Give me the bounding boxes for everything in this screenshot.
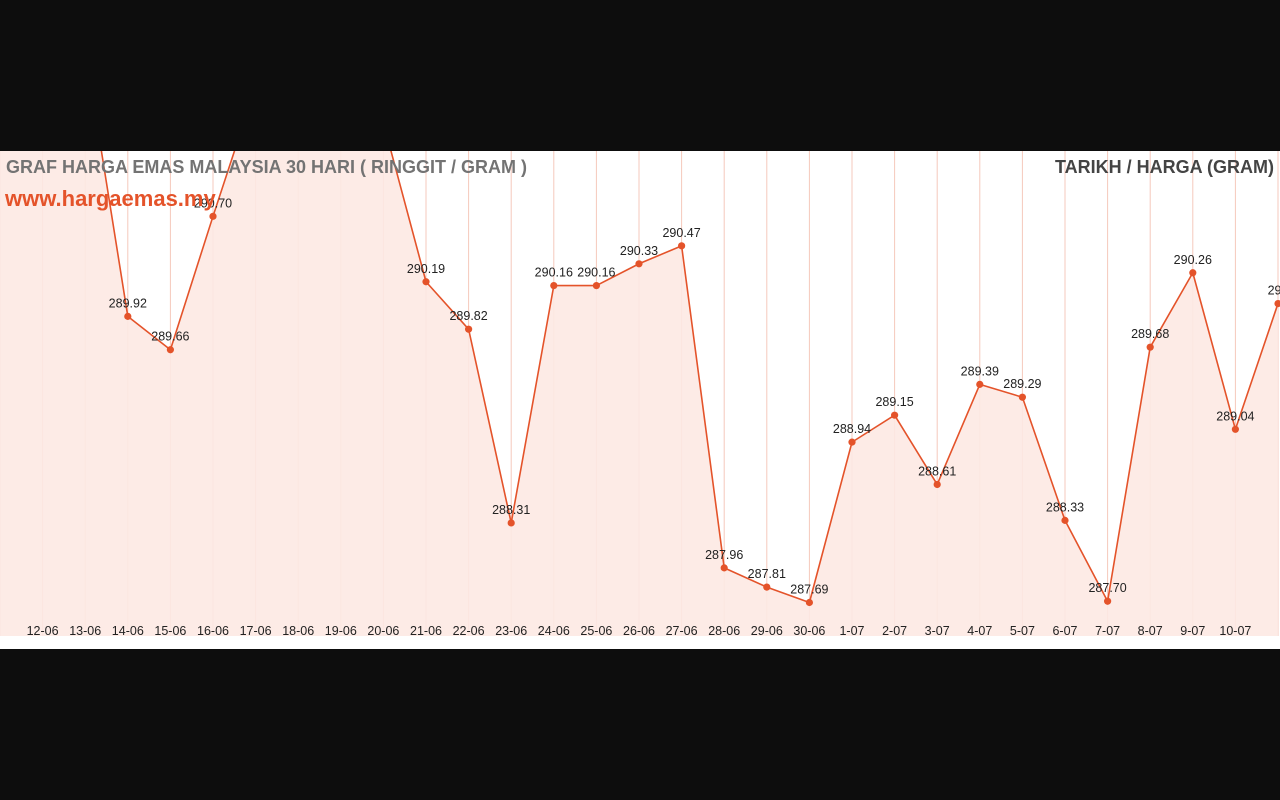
data-label: 290.19	[407, 262, 445, 276]
x-tick-label: 12-06	[27, 624, 59, 638]
x-tick-label: 21-06	[410, 624, 442, 638]
data-label: 290.70	[194, 196, 232, 210]
data-point	[422, 278, 430, 286]
data-point	[976, 380, 984, 388]
data-label: 290.26	[1174, 253, 1212, 267]
x-tick-label: 14-06	[112, 624, 144, 638]
data-point	[805, 598, 814, 607]
data-label: 289.66	[151, 330, 189, 344]
data-point	[592, 281, 601, 290]
data-point	[1018, 393, 1026, 401]
data-point	[1274, 299, 1280, 308]
x-tick-label: 16-06	[197, 624, 229, 638]
data-label: 287.81	[748, 567, 786, 581]
x-tick-label: 25-06	[580, 624, 612, 638]
data-point	[550, 281, 558, 290]
x-tick-label: 29-06	[751, 624, 783, 638]
area-fill	[0, 151, 1278, 636]
x-tick-label: 9-07	[1180, 624, 1205, 638]
data-label: 289.68	[1131, 327, 1169, 341]
data-label: 290.16	[577, 266, 615, 280]
data-point	[209, 212, 217, 220]
data-label: 289.82	[449, 309, 487, 323]
x-tick-label: 20-06	[367, 624, 399, 638]
data-point	[891, 411, 899, 419]
data-point	[1104, 597, 1112, 605]
x-tick-label: 30-06	[793, 624, 825, 638]
data-label: 288.94	[833, 422, 871, 436]
data-point	[465, 325, 473, 333]
data-label: 290.33	[620, 244, 658, 258]
data-label: 289.04	[1216, 409, 1254, 423]
chart-title: GRAF HARGA EMAS MALAYSIA 30 HARI ( RINGG…	[6, 157, 528, 177]
chart-panel: 289291.70289.92289.66290.70291.71291.712…	[0, 151, 1280, 649]
x-tick-label: 22-06	[453, 624, 485, 638]
data-label: 290.16	[535, 266, 573, 280]
data-label: 290	[1268, 284, 1280, 298]
data-label: 287.96	[705, 548, 743, 562]
x-tick-label: 7-07	[1095, 624, 1120, 638]
x-tick-label: 24-06	[538, 624, 570, 638]
x-tick-label: 15-06	[154, 624, 186, 638]
data-point	[507, 519, 515, 527]
x-tick-label: 27-06	[666, 624, 698, 638]
x-tick-label: 26-06	[623, 624, 655, 638]
data-label: 289.15	[875, 395, 913, 409]
data-point	[933, 480, 941, 489]
data-point	[124, 312, 132, 320]
x-tick-label: 8-07	[1138, 624, 1163, 638]
data-point	[166, 346, 174, 354]
data-label: 287.69	[790, 583, 828, 597]
data-label: 288.31	[492, 503, 530, 517]
data-point	[1146, 343, 1154, 351]
data-label: 289.92	[109, 296, 147, 310]
data-label: 290.47	[662, 226, 700, 240]
data-point	[1231, 425, 1239, 433]
x-tick-label: 19-06	[325, 624, 357, 638]
x-tick-label: 2-07	[882, 624, 907, 638]
data-point	[635, 260, 643, 268]
x-tick-label: 1-07	[839, 624, 864, 638]
x-tick-label: 17-06	[240, 624, 272, 638]
x-tick-label: 5-07	[1010, 624, 1035, 638]
x-tick-label: 18-06	[282, 624, 314, 638]
x-tick-label: 4-07	[967, 624, 992, 638]
site-url-label[interactable]: www.hargaemas.my	[5, 186, 216, 211]
data-label: 289.39	[961, 364, 999, 378]
x-tick-label: 6-07	[1052, 624, 1077, 638]
data-label: 288.33	[1046, 500, 1084, 514]
price-chart: 289291.70289.92289.66290.70291.71291.712…	[0, 151, 1280, 638]
data-label: 287.70	[1088, 581, 1126, 595]
data-point	[720, 564, 728, 572]
x-tick-label: 13-06	[69, 624, 101, 638]
data-point	[1061, 516, 1069, 524]
x-tick-label: 28-06	[708, 624, 740, 638]
x-tick-label: 3-07	[925, 624, 950, 638]
data-label: 289.29	[1003, 377, 1041, 391]
x-tick-label: 23-06	[495, 624, 527, 638]
data-point	[678, 242, 686, 250]
axis-caption: TARIKH / HARGA (GRAM)	[1055, 157, 1274, 177]
data-label: 288.61	[918, 464, 956, 478]
x-tick-label: 10-07	[1219, 624, 1251, 638]
data-point	[1189, 269, 1197, 277]
data-point	[763, 583, 771, 591]
data-point	[848, 438, 856, 446]
